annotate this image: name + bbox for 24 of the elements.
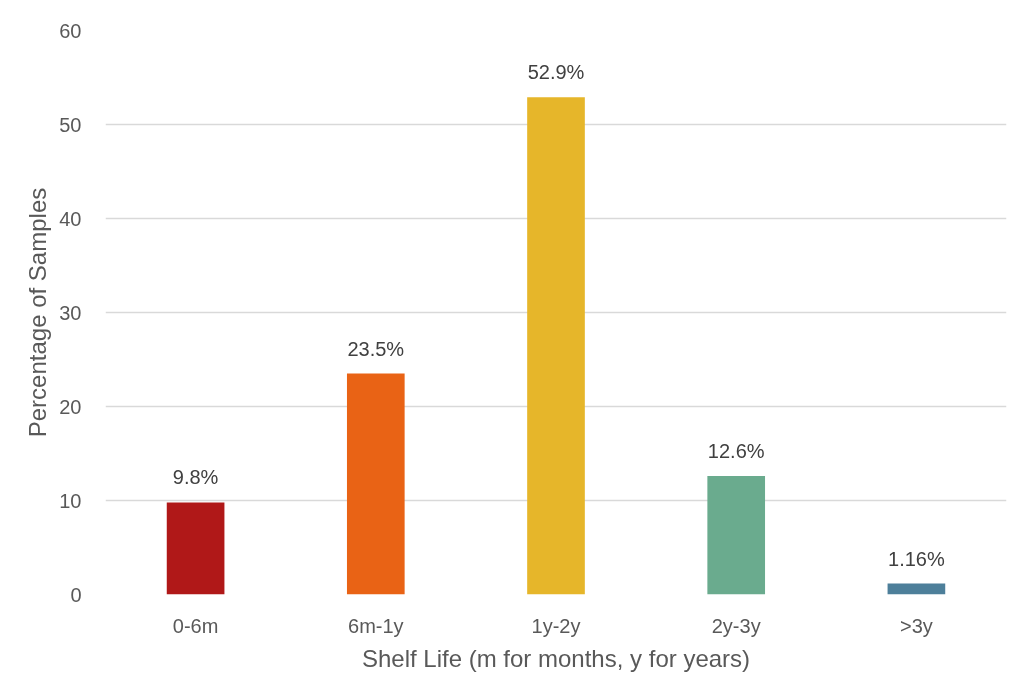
y-axis-title: Percentage of Samples — [24, 187, 52, 438]
y-tick-label: 0 — [70, 583, 82, 606]
data-label: 23.5% — [347, 337, 405, 360]
x-tick-label: 0-6m — [172, 614, 219, 637]
x-tick-label: 1y-2y — [531, 614, 581, 637]
data-label: 12.6% — [707, 440, 765, 463]
x-tick-label: >3y — [900, 614, 933, 637]
bar — [166, 502, 225, 595]
y-tick-label: 30 — [59, 301, 82, 324]
data-label: 52.9% — [527, 61, 585, 84]
y-tick-label: 60 — [59, 19, 82, 42]
x-axis-title: Shelf Life (m for months, y for years) — [361, 644, 751, 672]
bar — [707, 476, 766, 595]
bar — [346, 373, 405, 595]
y-tick-label: 10 — [59, 489, 82, 512]
y-tick-label: 50 — [59, 113, 82, 136]
x-tick-label: 2y-3y — [711, 614, 761, 637]
bar — [887, 583, 946, 595]
data-label: 1.16% — [888, 547, 945, 570]
bar — [527, 97, 585, 595]
x-tick-label: 6m-1y — [348, 614, 404, 637]
y-tick-label: 40 — [59, 207, 82, 230]
data-label: 9.8% — [172, 466, 219, 489]
y-tick-label: 20 — [59, 395, 82, 418]
